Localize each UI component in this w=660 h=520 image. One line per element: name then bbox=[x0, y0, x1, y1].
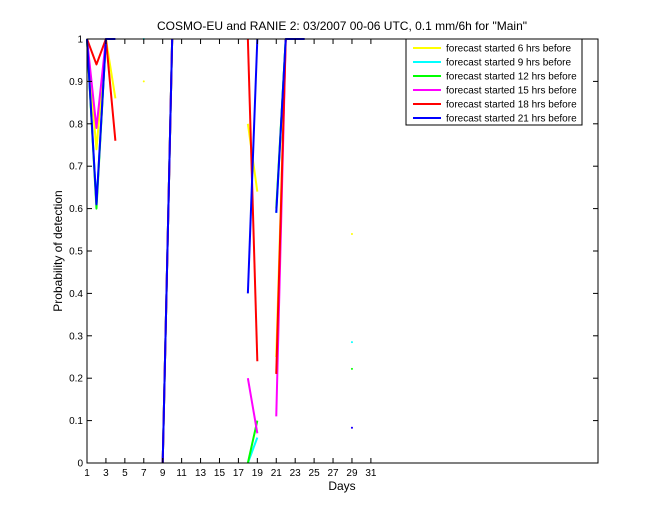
x-tick-label: 15 bbox=[214, 468, 226, 479]
y-tick-label: 0 bbox=[77, 459, 83, 470]
series-line bbox=[246, 378, 259, 434]
y-tick-label: 0.1 bbox=[69, 416, 83, 427]
series-line bbox=[86, 38, 107, 130]
y-tick-label: 0.8 bbox=[69, 119, 83, 130]
y-axis: 0 0.1 0.2 0.3 0.4 0.5 0.6 0.7 0.8 0.9 1 bbox=[69, 35, 598, 470]
x-tick-label: 25 bbox=[309, 468, 321, 479]
y-tick-label: 0.9 bbox=[69, 77, 83, 88]
y-tick-label: 0.2 bbox=[69, 374, 83, 385]
legend-label: forecast started 18 hrs before bbox=[446, 100, 577, 111]
series-line bbox=[86, 38, 117, 141]
series-line bbox=[246, 38, 259, 362]
y-tick-label: 0.6 bbox=[69, 204, 83, 215]
legend-label: forecast started 21 hrs before bbox=[446, 114, 577, 125]
x-tick-label: 3 bbox=[103, 468, 109, 479]
series-line bbox=[275, 38, 287, 374]
y-tick-label: 1 bbox=[77, 35, 83, 46]
x-tick-label: 27 bbox=[327, 468, 339, 479]
legend-label: forecast started 12 hrs before bbox=[446, 72, 577, 83]
x-tick-label: 5 bbox=[122, 468, 128, 479]
x-axis-title: Days bbox=[328, 479, 355, 493]
x-tick-label: 23 bbox=[290, 468, 302, 479]
x-tick-label: 17 bbox=[233, 468, 245, 479]
data-point bbox=[350, 426, 353, 429]
x-tick-label: 21 bbox=[271, 468, 283, 479]
data-point bbox=[142, 80, 145, 83]
x-tick-label: 9 bbox=[160, 468, 166, 479]
legend-label: forecast started 15 hrs before bbox=[446, 86, 577, 97]
x-tick-label: 11 bbox=[176, 468, 187, 479]
x-tick-label: 31 bbox=[365, 468, 377, 479]
legend-box bbox=[405, 38, 583, 126]
x-tick-label: 1 bbox=[84, 468, 90, 479]
x-tick-label: 29 bbox=[346, 468, 358, 479]
series-layer bbox=[86, 38, 353, 464]
data-point bbox=[350, 367, 353, 370]
x-tick-label: 19 bbox=[252, 468, 264, 479]
series-line bbox=[161, 38, 174, 464]
x-axis: 1 3 5 7 9 11 13 15 17 19 21 23 25 27 29 31 bbox=[84, 39, 377, 479]
data-point bbox=[350, 233, 353, 236]
series-line bbox=[86, 38, 117, 151]
legend: forecast started 6 hrs before forecast st… bbox=[405, 38, 583, 126]
legend-label: forecast started 9 hrs before bbox=[446, 58, 572, 69]
legend-label: forecast started 6 hrs before bbox=[446, 44, 572, 55]
data-point bbox=[350, 341, 353, 344]
x-tick-label: 13 bbox=[195, 468, 207, 479]
x-tick-label: 7 bbox=[141, 468, 147, 479]
y-tick-label: 0.3 bbox=[69, 331, 83, 342]
series-line bbox=[246, 38, 259, 294]
y-axis-title: Probability of detection bbox=[51, 190, 65, 311]
chart-title: COSMO-EU and RANIE 2: 03/2007 00-06 UTC,… bbox=[157, 19, 527, 33]
y-tick-label: 0.5 bbox=[69, 247, 83, 258]
y-tick-label: 0.7 bbox=[69, 162, 83, 173]
y-tick-label: 0.4 bbox=[69, 289, 83, 300]
